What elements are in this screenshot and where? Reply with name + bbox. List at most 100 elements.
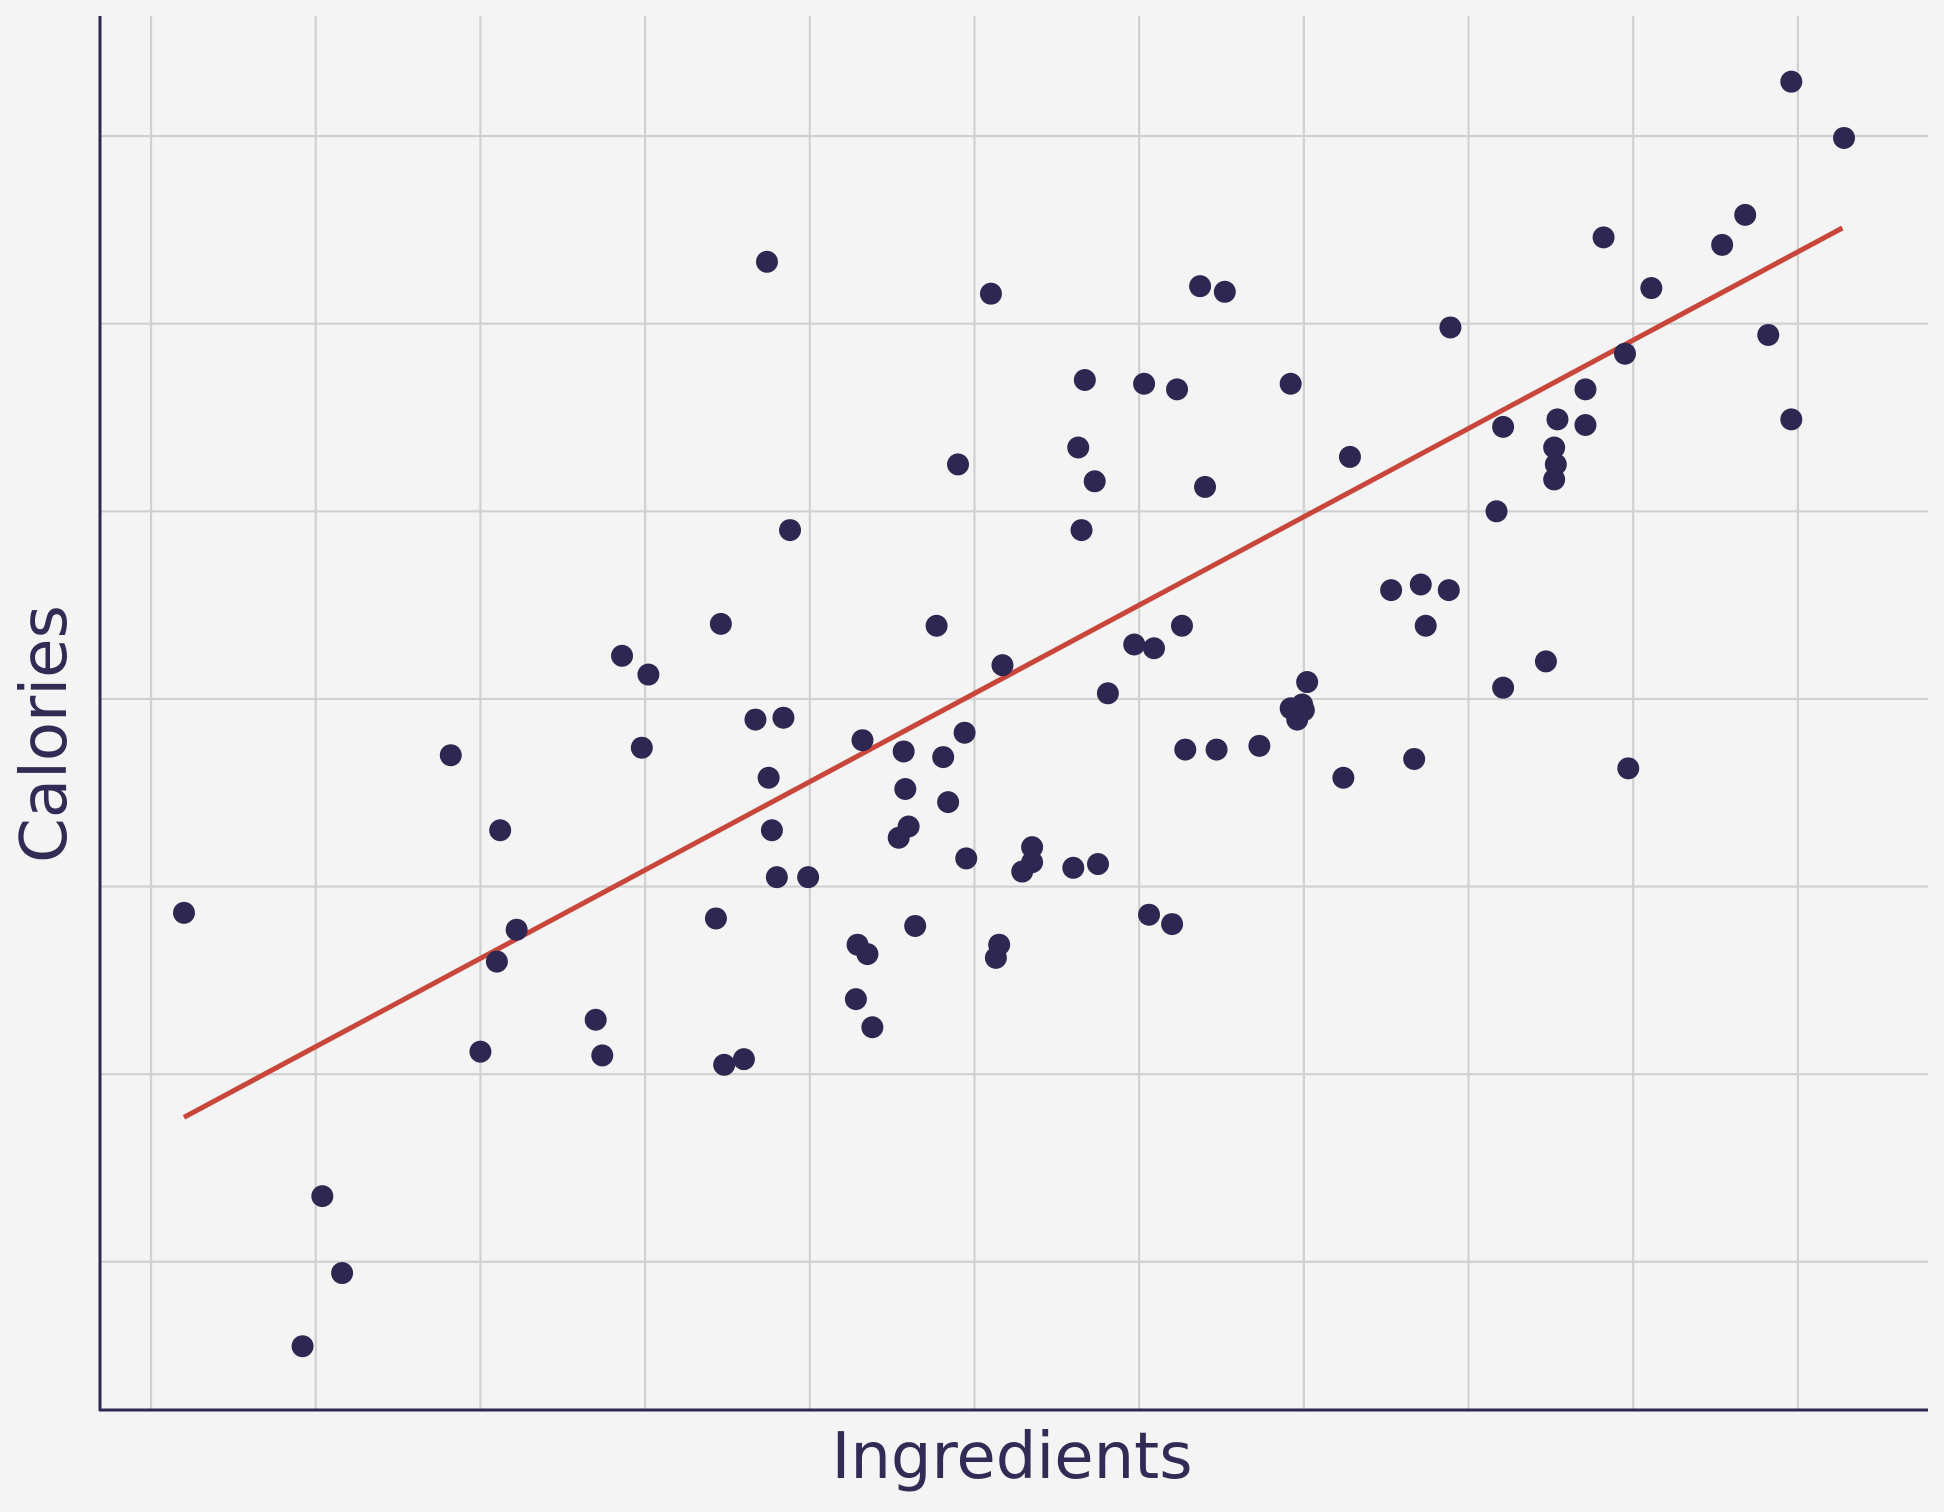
grid-lines [100, 16, 1928, 1410]
data-point [1138, 903, 1161, 926]
data-point [1640, 277, 1663, 300]
data-point [1757, 323, 1780, 346]
data-point [485, 950, 508, 973]
data-point [955, 847, 978, 870]
data-point [331, 1262, 354, 1285]
data-point [1062, 856, 1085, 879]
data-point [1833, 126, 1856, 149]
data-point [505, 918, 528, 941]
data-point [1414, 614, 1437, 637]
y-axis-label: Calories [8, 605, 82, 863]
data-point [311, 1185, 334, 1208]
data-point [932, 746, 955, 769]
data-point [925, 614, 948, 637]
data-point [897, 815, 920, 838]
data-point [1485, 500, 1508, 523]
data-points [172, 70, 1856, 1358]
data-point [732, 1048, 755, 1071]
data-point [937, 791, 960, 814]
data-point [1296, 671, 1319, 694]
data-point [1734, 203, 1757, 226]
data-point [1021, 851, 1044, 874]
data-point [1338, 445, 1361, 468]
data-point [765, 866, 788, 889]
data-point [1380, 579, 1403, 602]
data-point [1073, 368, 1096, 391]
trendline-layer [182, 225, 1844, 1120]
data-point [1248, 734, 1271, 757]
data-point [1133, 372, 1156, 395]
data-point [851, 729, 874, 752]
data-point [861, 1016, 884, 1039]
data-point [1166, 378, 1189, 401]
data-point [1189, 275, 1212, 298]
data-point [856, 943, 879, 966]
data-point [584, 1008, 607, 1031]
data-point [779, 519, 802, 542]
data-point [947, 453, 970, 476]
data-point [469, 1040, 492, 1063]
axes [98, 16, 1928, 1412]
data-point [1613, 342, 1636, 365]
data-point [291, 1335, 314, 1358]
data-point [1086, 853, 1109, 876]
data-point [1083, 470, 1106, 493]
data-point [1170, 614, 1193, 637]
data-point [988, 933, 1011, 956]
data-point [772, 706, 795, 729]
data-point [1067, 436, 1090, 459]
data-point [1592, 226, 1615, 249]
data-point [611, 644, 634, 667]
data-point [709, 612, 732, 635]
data-point [1546, 408, 1569, 431]
data-point [1492, 676, 1515, 699]
data-point [704, 907, 727, 930]
data-point [1070, 519, 1093, 542]
x-axis-label: Ingredients [831, 1420, 1192, 1494]
data-point [953, 721, 976, 744]
data-point [1437, 579, 1460, 602]
data-point [172, 901, 195, 924]
data-point [1574, 414, 1597, 437]
data-point [1292, 699, 1315, 722]
data-point [1142, 637, 1165, 660]
data-point [760, 819, 783, 842]
data-point [489, 819, 512, 842]
data-point [979, 282, 1002, 305]
data-point [637, 663, 660, 686]
data-point [1332, 766, 1355, 789]
data-point [904, 914, 927, 937]
data-point [1161, 913, 1184, 936]
data-point [1205, 738, 1228, 761]
data-point [1194, 475, 1217, 498]
data-point [744, 708, 767, 731]
data-point [439, 744, 462, 767]
data-point [591, 1044, 614, 1067]
data-point [894, 777, 917, 800]
data-point [1617, 757, 1640, 780]
data-point [1574, 378, 1597, 401]
data-point [844, 988, 867, 1011]
data-point [1409, 573, 1432, 596]
data-point [1403, 747, 1426, 770]
data-point [1544, 453, 1567, 476]
data-point [1780, 408, 1803, 431]
data-point [892, 740, 915, 763]
data-point [1780, 70, 1803, 93]
data-point [1543, 436, 1566, 459]
data-point [1439, 316, 1462, 339]
data-point [630, 736, 653, 759]
data-point [991, 654, 1014, 677]
data-point [1213, 280, 1236, 303]
trendline [182, 225, 1844, 1120]
data-point [713, 1053, 736, 1076]
data-point [755, 250, 778, 273]
data-point [1534, 650, 1557, 673]
data-point [1279, 372, 1302, 395]
data-point [1096, 682, 1119, 705]
data-point [1711, 233, 1734, 256]
data-point [797, 866, 820, 889]
data-point [1492, 415, 1515, 438]
